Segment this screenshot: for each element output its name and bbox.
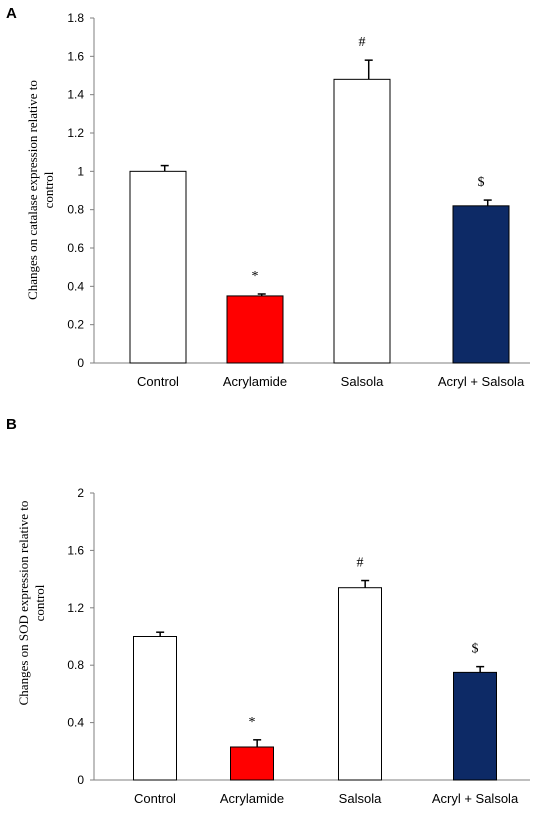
plot-area: 0 0.4 0.8 1.2 1.6 2 Control * Acrylamide # Salsola…	[67, 486, 530, 806]
bar-acrylamide	[230, 746, 274, 781]
y-tick-label: 0	[77, 773, 84, 787]
bar-salsola	[338, 587, 382, 781]
y-tick-label: 1.6	[67, 49, 84, 63]
category-label: Salsola	[341, 374, 384, 389]
category-label: Acrylamide	[223, 374, 287, 389]
panel-letter-b: B	[6, 416, 17, 433]
significance-marker: #	[357, 556, 364, 571]
significance-marker: *	[252, 269, 259, 284]
significance-marker: $	[478, 175, 485, 190]
y-tick-label: 0.8	[67, 658, 84, 672]
y-tick-label: 1.4	[67, 88, 84, 102]
y-tick-label: 1.8	[67, 11, 84, 25]
panel-letter-a: A	[6, 5, 17, 22]
category-label: Control	[137, 374, 179, 389]
y-axis-label-line2: control	[41, 171, 56, 208]
bar-acrylamide	[226, 295, 284, 364]
y-axis-label-line1: Changes on catalase expression relative …	[25, 80, 40, 300]
sod-chart: B Changes on SOD expression relative to …	[6, 416, 530, 806]
bar-acryl-salsola	[453, 671, 497, 781]
catalase-chart: A Changes on catalase expression relativ…	[6, 5, 530, 389]
category-label: Control	[134, 791, 176, 806]
significance-marker: *	[249, 715, 256, 730]
significance-marker: #	[359, 35, 366, 50]
y-tick-label: 0	[77, 356, 84, 370]
y-tick-label: 1.2	[67, 126, 84, 140]
category-label: Acrylamide	[220, 791, 284, 806]
y-axis-label-line1: Changes on SOD expression relative to	[16, 501, 31, 706]
category-label: Salsola	[339, 791, 382, 806]
bar-control	[133, 636, 177, 781]
category-label: Acryl + Salsola	[432, 791, 519, 806]
plot-area: 0 0.2 0.4 0.6 0.8 1 1.2 1.4 1.6 1.8 Control * Acryla…	[67, 11, 530, 389]
chart-panel-b: B Changes on SOD expression relative to …	[0, 413, 536, 826]
y-tick-label: 0.2	[67, 318, 84, 332]
y-tick-label: 2	[77, 486, 84, 500]
y-tick-label: 0.4	[67, 716, 84, 730]
y-tick-label: 0.8	[67, 203, 84, 217]
y-tick-label: 1	[77, 164, 84, 178]
y-tick-label: 0.4	[67, 279, 84, 293]
y-axis-label-line2: control	[32, 584, 47, 621]
y-tick-label: 1.2	[67, 601, 84, 615]
bar-acryl-salsola	[452, 205, 510, 364]
y-tick-label: 0.6	[67, 241, 84, 255]
significance-marker: $	[472, 642, 479, 657]
y-tick-label: 1.6	[67, 543, 84, 557]
bar-control	[129, 170, 187, 364]
category-label: Acryl + Salsola	[438, 374, 525, 389]
chart-panel-a: A Changes on catalase expression relativ…	[6, 5, 530, 389]
bar-salsola	[333, 78, 391, 364]
